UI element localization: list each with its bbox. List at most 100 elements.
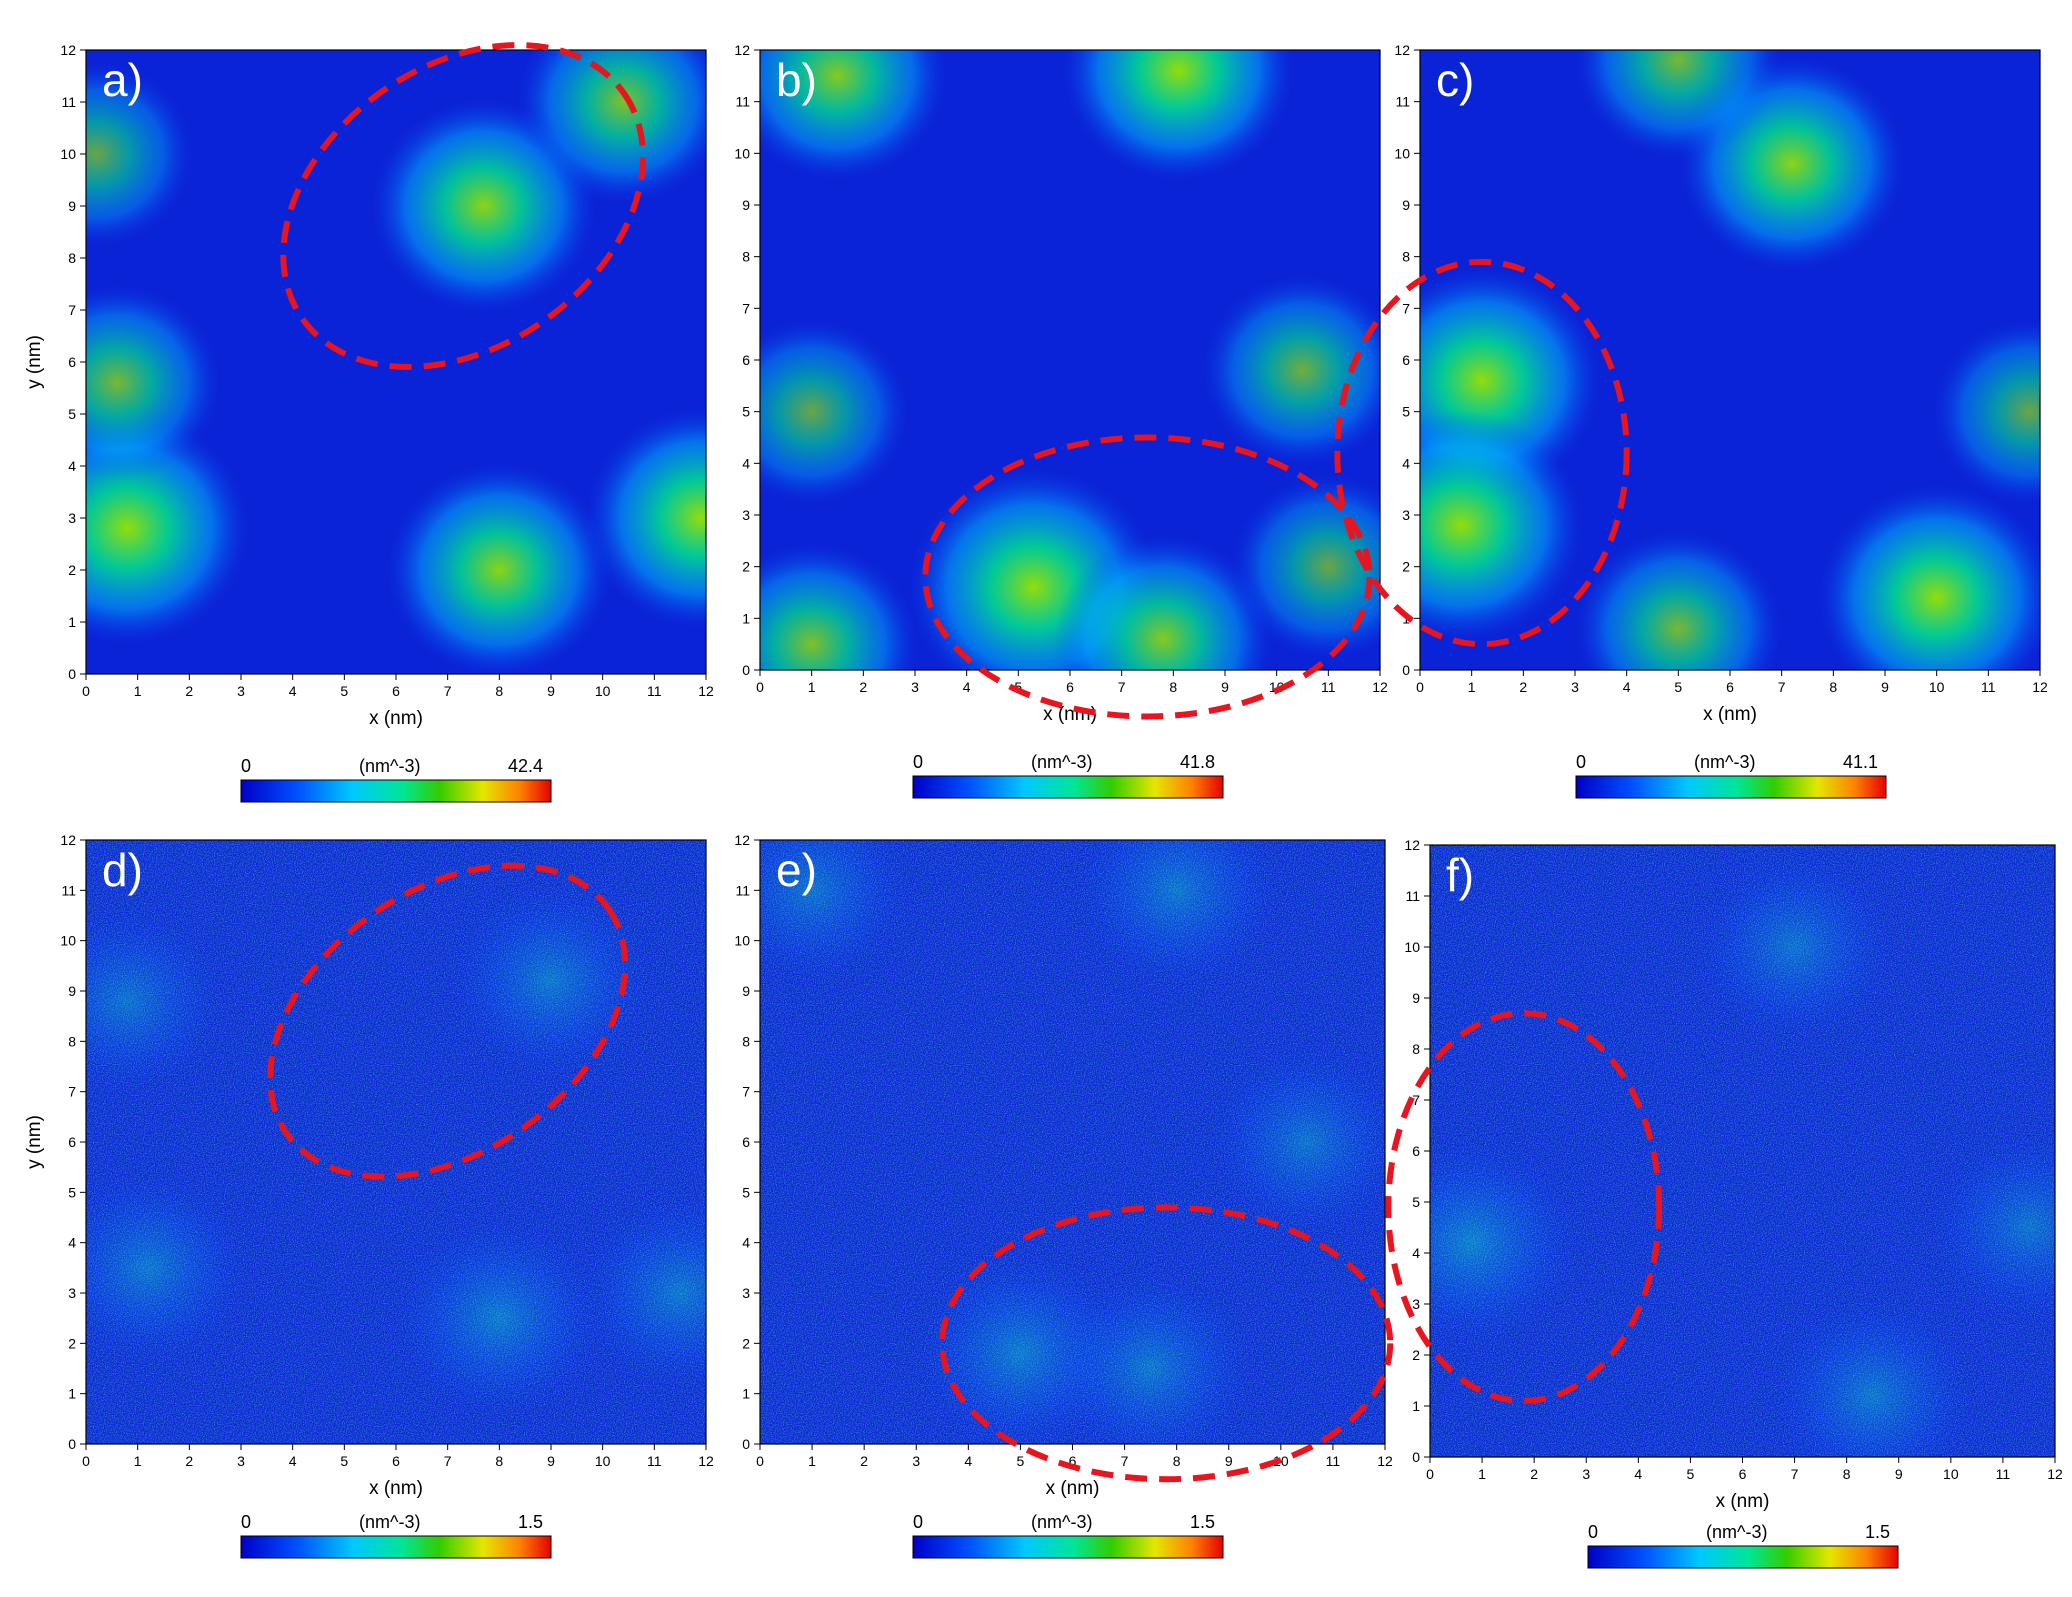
colorbar: 0 (nm^-3) 1.5 [1587,1522,1899,1569]
y-tick-label: 3 [1402,507,1410,523]
x-tick-label: 11 [647,683,662,699]
colorbar-min-label: 0 [241,756,251,776]
y-tick-label: 4 [742,455,750,471]
y-tick-label: 9 [742,197,750,213]
x-tick-label: 12 [698,1453,714,1469]
y-tick-label: 6 [742,352,750,368]
colorbar-unit-label: (nm^-3) [1706,1522,1767,1542]
x-tick-label: 12 [1372,679,1388,695]
x-tick-label: 6 [1739,1466,1747,1482]
x-tick-label: 4 [289,683,297,699]
y-tick-label: 5 [742,1184,750,1200]
y-tick-label: 9 [1402,197,1410,213]
highlight-ellipse [1334,258,1630,648]
x-tick-label: 11 [647,1453,662,1469]
x-tick-label: 3 [237,1453,245,1469]
x-axis-label: x (nm) [1716,1491,1770,1512]
x-tick-label: 12 [2032,679,2048,695]
colorbar-gradient [1575,775,1887,799]
colorbar-unit-label: (nm^-3) [1031,1512,1092,1532]
density-blob [760,320,908,503]
x-tick-label: 9 [547,683,555,699]
x-tick-label: 8 [495,683,503,699]
y-tick-label: 7 [68,302,76,318]
y-tick-label: 10 [1394,145,1410,161]
noise-texture [1430,845,2055,1457]
y-tick-label: 12 [60,832,76,848]
y-tick-label: 9 [68,198,76,214]
x-tick-label: 1 [1468,679,1476,695]
colorbar: 0 (nm^-3) 41.1 [1575,752,1887,799]
y-tick-label: 8 [68,1033,76,1049]
x-tick-label: 5 [1674,679,1682,695]
colorbar-max-label: 1.5 [1190,1512,1215,1532]
x-tick-label: 9 [1895,1466,1903,1482]
y-tick-label: 2 [742,559,750,575]
x-tick-label: 3 [1571,679,1579,695]
density-blob [517,50,706,203]
x-tick-label: 6 [392,1453,400,1469]
x-tick-label: 3 [912,1453,920,1469]
y-tick-label: 0 [1412,1449,1420,1465]
density-blob [1054,535,1272,670]
y-tick-label: 2 [742,1335,750,1351]
x-tick-label: 7 [1791,1466,1799,1482]
x-tick-label: 2 [1519,679,1527,695]
panel-label: c) [1436,54,1474,106]
density-blob [1818,485,2040,670]
x-tick-label: 6 [1066,679,1074,695]
density-blob [760,50,946,179]
x-tick-label: 10 [1929,679,1945,695]
y-tick-label: 3 [742,1285,750,1301]
colorbar-min-label: 0 [913,1512,923,1532]
y-tick-label: 12 [734,832,750,848]
panel-label: b) [776,54,817,106]
y-tick-label: 4 [1412,1245,1420,1261]
y-tick-label: 12 [60,42,76,58]
x-tick-label: 7 [1118,679,1126,695]
x-tick-label: 12 [698,683,714,699]
y-tick-label: 6 [1412,1143,1420,1159]
y-tick-label: 6 [742,1134,750,1150]
noise-texture [760,840,1385,1444]
noise-texture [86,840,706,1444]
y-tick-label: 3 [68,1285,76,1301]
x-tick-label: 9 [1225,1453,1233,1469]
colorbar-max-label: 1.5 [1865,1522,1890,1542]
y-tick-label: 8 [742,249,750,265]
colorbar: 0 (nm^-3) 1.5 [240,1512,552,1559]
y-tick-label: 2 [68,562,76,578]
y-tick-label: 1 [742,610,750,626]
y-tick-label: 5 [68,406,76,422]
colorbar-max-label: 1.5 [518,1512,543,1532]
x-tick-label: 3 [911,679,919,695]
y-tick-label: 11 [61,94,76,110]
density-blob [1933,320,2040,503]
heatmap-area [760,50,1380,670]
y-tick-label: 12 [734,42,750,58]
x-axis-label: x (nm) [369,1478,423,1499]
colorbar-min-label: 0 [241,1512,251,1532]
y-tick-label: 5 [1402,404,1410,420]
x-tick-label: 1 [134,1453,142,1469]
x-tick-label: 10 [1943,1466,1959,1482]
heatmap-area [1430,845,2055,1457]
y-tick-label: 8 [68,250,76,266]
y-tick-label: 12 [1394,42,1410,58]
y-tick-label: 4 [1402,455,1410,471]
y-tick-label: 7 [742,300,750,316]
colorbar: 0 (nm^-3) 41.8 [912,752,1224,799]
x-tick-label: 5 [1017,1453,1025,1469]
x-tick-label: 1 [1478,1466,1486,1482]
x-tick-label: 11 [1326,1453,1341,1469]
y-tick-label: 7 [68,1084,76,1100]
density-blob [86,285,220,480]
x-tick-label: 0 [756,1453,764,1469]
y-tick-label: 1 [1412,1398,1420,1414]
